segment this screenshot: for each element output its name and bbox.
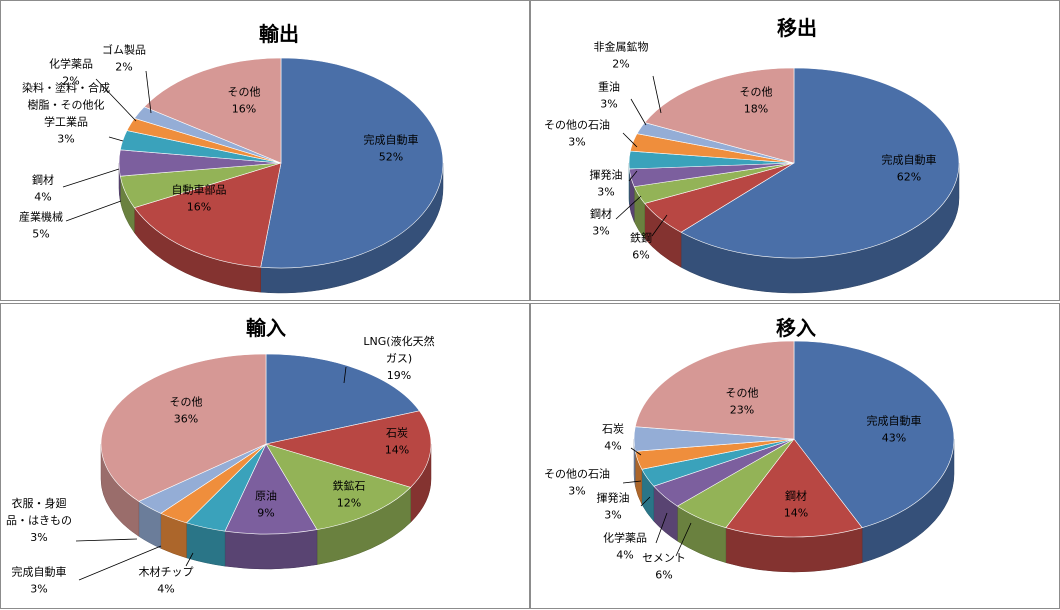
leader-line [63, 169, 119, 187]
pie-percent-label: 4% [157, 583, 174, 596]
pie-category-label: 完成自動車 [867, 414, 922, 428]
pie-category-label: 原油 [255, 489, 277, 503]
pie-percent-label: 18% [744, 103, 768, 116]
pie-percent-label: 3% [568, 136, 585, 149]
pie-category-label: その他 [740, 86, 773, 99]
pie-percent-label: 16% [187, 201, 211, 214]
pie-category-label: 非金属鉱物 [594, 40, 649, 54]
pie-category-label: LNG(液化天然 [363, 334, 434, 348]
pie-side-slice-3 [225, 530, 317, 569]
leader-line [631, 99, 646, 125]
leader-line [66, 201, 121, 221]
pie-slice-7 [635, 341, 794, 439]
pie-category-label: 揮発油 [597, 491, 630, 505]
pie-percent-label: 4% [616, 549, 633, 562]
pie-category-label: 完成自動車 [882, 153, 937, 167]
pie-percent-label: 19% [387, 369, 411, 382]
pie-percent-label: 3% [568, 485, 585, 498]
pie-category-label: 鋼材 [785, 489, 807, 503]
pie-percent-label: 62% [897, 171, 921, 184]
pie-category-label: 鉄鉱石 [333, 479, 366, 493]
leader-line [109, 137, 123, 141]
pie-category-label: その他 [170, 396, 203, 409]
pie-percent-label: 3% [30, 583, 47, 596]
pie-percent-label: 2% [62, 75, 79, 88]
pie-category-label: 衣服・身廻 [12, 496, 67, 510]
pie-percent-label: 3% [592, 225, 609, 238]
pie-category-label: 自動車部品 [172, 183, 227, 197]
chart-title: 移入 [776, 316, 816, 340]
pie-percent-label: 4% [604, 440, 621, 453]
pie-percent-label: 43% [882, 432, 906, 445]
pie-percent-label: 6% [632, 249, 649, 262]
pie-percent-label: 6% [655, 569, 672, 582]
pie-category-label: その他 [228, 86, 261, 99]
pie-percent-label: 2% [115, 61, 132, 74]
pie-category-label: 石炭 [602, 423, 624, 436]
chart-title: 輸入 [246, 316, 286, 340]
pie-category-label: 品・はきもの [6, 514, 72, 527]
leader-line [653, 76, 661, 113]
chart-panel-inbound: 移入完成自動車 43% 鋼材 14% セメント 6% 化学薬品 4% 揮発油 3% その他の石油 3%… [530, 303, 1060, 609]
pie-percent-label: 36% [174, 413, 198, 426]
pie-category-label: 産業機械 [19, 210, 63, 224]
pie-category-label: 鋼材 [32, 173, 54, 187]
pie-percent-label: 3% [597, 186, 614, 199]
pie-category-label: その他の石油 [544, 118, 610, 132]
pie-percent-label: 14% [784, 507, 808, 520]
pie-percent-label: 12% [337, 497, 361, 510]
chart-panel-outbound: 移出完成自動車 62% 鉄鋼 6% 鋼材 3% 揮発油 3% その他の石油 3% 重油 3% 非金属鉱物… [530, 0, 1060, 301]
pie-category-label: その他の石油 [544, 467, 610, 481]
chart-title: 移出 [777, 16, 817, 40]
pie-category-label: 重油 [598, 80, 620, 94]
pie-percent-label: 9% [257, 507, 274, 520]
pie-percent-label: 14% [385, 444, 409, 457]
pie-percent-label: 5% [32, 228, 49, 241]
pie-category-label: 揮発油 [590, 168, 623, 182]
pie-category-label: 完成自動車 [364, 133, 419, 147]
pie-category-label: 木材チップ [139, 565, 194, 579]
pie-percent-label: 52% [379, 151, 403, 164]
pie-category-label: 石炭 [386, 427, 408, 440]
pie-category-label: 学工業品 [44, 115, 88, 129]
chart-title: 輸出 [259, 22, 299, 46]
pie-category-label: ゴム製品 [102, 43, 146, 57]
pie-percent-label: 4% [34, 191, 51, 204]
pie-category-label: 化学薬品 [49, 57, 93, 71]
chart-panel-import: 輸入 LNG(液化天然ガス) 19% 石炭 14% 鉄鉱石 12% 原油 9% 木材チップ 4% 完成… [0, 303, 530, 609]
pie-percent-label: 3% [57, 133, 74, 146]
pie-category-label: 樹脂・その他化 [28, 98, 105, 112]
pie-percent-label: 2% [612, 58, 629, 71]
pie-category-label: セメント [642, 552, 686, 565]
pie-percent-label: 16% [232, 103, 256, 116]
pie-chart-export: 輸出完成自動車52%自動車部品16%産業機械5%鋼材4%染料・塗料・合成樹脂・そ… [1, 1, 531, 302]
pie-percent-label: 3% [604, 509, 621, 522]
pie-category-label: 完成自動車 [12, 565, 67, 579]
pie-category-label: 化学薬品 [603, 531, 647, 545]
leader-line [76, 539, 137, 541]
pie-percent-label: 3% [30, 531, 47, 544]
pie-category-label: その他 [726, 387, 759, 400]
pie-category-label: ガス) [386, 352, 412, 365]
pie-percent-label: 23% [730, 404, 754, 417]
pie-category-label: 鉄鋼 [630, 231, 652, 245]
pie-percent-label: 3% [600, 98, 617, 111]
pie-category-label: 鋼材 [590, 207, 612, 221]
